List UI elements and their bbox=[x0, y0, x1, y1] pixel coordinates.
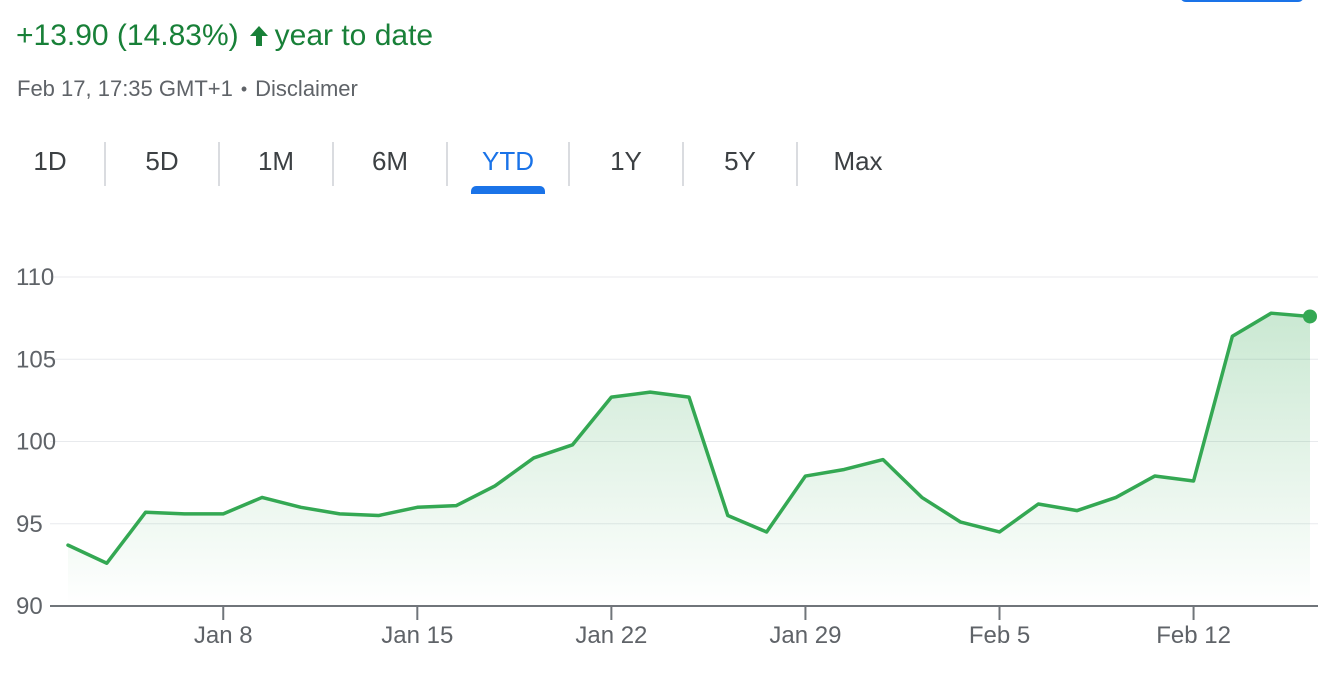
tab-1d[interactable]: 1D bbox=[0, 132, 100, 196]
disclaimer-link[interactable]: Disclaimer bbox=[255, 76, 358, 101]
data-point bbox=[1153, 474, 1157, 478]
tab-label: YTD bbox=[482, 146, 534, 176]
data-point bbox=[1269, 311, 1273, 315]
data-point bbox=[144, 510, 148, 514]
x-tick-label: Jan 22 bbox=[575, 622, 647, 649]
area-fill bbox=[68, 313, 1310, 606]
data-point bbox=[1075, 509, 1079, 513]
data-point bbox=[299, 505, 303, 509]
data-point bbox=[648, 390, 652, 394]
data-point bbox=[1114, 495, 1118, 499]
tab-divider bbox=[218, 142, 220, 186]
tab-label: 1Y bbox=[610, 146, 642, 176]
tab-label: 5Y bbox=[724, 146, 756, 176]
separator-dot: • bbox=[240, 78, 248, 99]
ytd-change: +13.90 (14.83%) year to date bbox=[16, 14, 433, 58]
data-point bbox=[221, 512, 225, 516]
data-point bbox=[1036, 502, 1040, 506]
data-point bbox=[959, 520, 963, 524]
tab-divider bbox=[446, 142, 448, 186]
y-tick-label: 100 bbox=[16, 429, 56, 456]
tab-divider bbox=[104, 142, 106, 186]
tab-1m[interactable]: 1M bbox=[224, 132, 328, 196]
data-point bbox=[66, 543, 70, 547]
data-point bbox=[260, 495, 264, 499]
tab-5y[interactable]: 5Y bbox=[688, 132, 792, 196]
tab-ytd[interactable]: YTD bbox=[452, 132, 564, 196]
data-point bbox=[998, 530, 1002, 534]
tab-label: 1M bbox=[257, 146, 295, 176]
tab-divider bbox=[568, 142, 570, 186]
tab-6m[interactable]: 6M bbox=[338, 132, 442, 196]
last-price-marker bbox=[1303, 309, 1317, 324]
range-tabs: 1D 5D 1M 6M YTD 1Y 5Y Max bbox=[0, 132, 1000, 196]
data-point bbox=[881, 458, 885, 462]
y-tick-label: 110 bbox=[16, 264, 54, 291]
y-tick-label: 90 bbox=[16, 593, 43, 620]
data-point bbox=[765, 530, 769, 534]
data-point bbox=[532, 456, 536, 460]
arrow-up-icon bbox=[249, 24, 269, 48]
tab-label: 5D bbox=[145, 146, 179, 176]
tab-label: 1D bbox=[33, 146, 67, 176]
timestamp-line: Feb 17, 17:35 GMT+1 • Disclaimer bbox=[17, 74, 358, 104]
tab-label: 6M bbox=[371, 146, 409, 176]
top-blue-pill bbox=[1180, 0, 1304, 2]
data-point bbox=[105, 561, 109, 565]
tab-max[interactable]: Max bbox=[802, 132, 914, 196]
data-point bbox=[571, 443, 575, 447]
x-tick-label: Feb 12 bbox=[1156, 622, 1231, 649]
data-point bbox=[415, 505, 419, 509]
x-tick-label: Jan 8 bbox=[194, 622, 253, 649]
x-tick-label: Jan 15 bbox=[381, 622, 453, 649]
change-period: year to date bbox=[274, 19, 434, 52]
data-point bbox=[454, 504, 458, 508]
timestamp: Feb 17, 17:35 GMT+1 bbox=[17, 76, 233, 101]
tab-label: Max bbox=[833, 146, 883, 176]
x-tick-label: Feb 5 bbox=[969, 622, 1030, 649]
data-point bbox=[687, 395, 691, 399]
price-line bbox=[66, 311, 1312, 565]
y-tick-label: 95 bbox=[16, 511, 43, 538]
data-point bbox=[803, 474, 807, 478]
data-point bbox=[377, 514, 381, 518]
tab-divider bbox=[682, 142, 684, 186]
change-value: +13.90 (14.83%) bbox=[16, 19, 239, 52]
data-point bbox=[920, 495, 924, 499]
y-tick-label: 105 bbox=[16, 346, 56, 373]
data-point bbox=[338, 512, 342, 516]
tab-5d[interactable]: 5D bbox=[110, 132, 214, 196]
data-point bbox=[726, 514, 730, 518]
x-tick-label: Jan 29 bbox=[769, 622, 841, 649]
tab-divider bbox=[796, 142, 798, 186]
tab-divider bbox=[332, 142, 334, 186]
data-point bbox=[182, 512, 186, 516]
tab-1y[interactable]: 1Y bbox=[574, 132, 678, 196]
data-point bbox=[493, 484, 497, 488]
data-point bbox=[842, 467, 846, 471]
data-point bbox=[609, 395, 613, 399]
data-point bbox=[1230, 334, 1234, 338]
active-tab-indicator bbox=[471, 186, 545, 194]
data-point bbox=[1192, 479, 1196, 483]
